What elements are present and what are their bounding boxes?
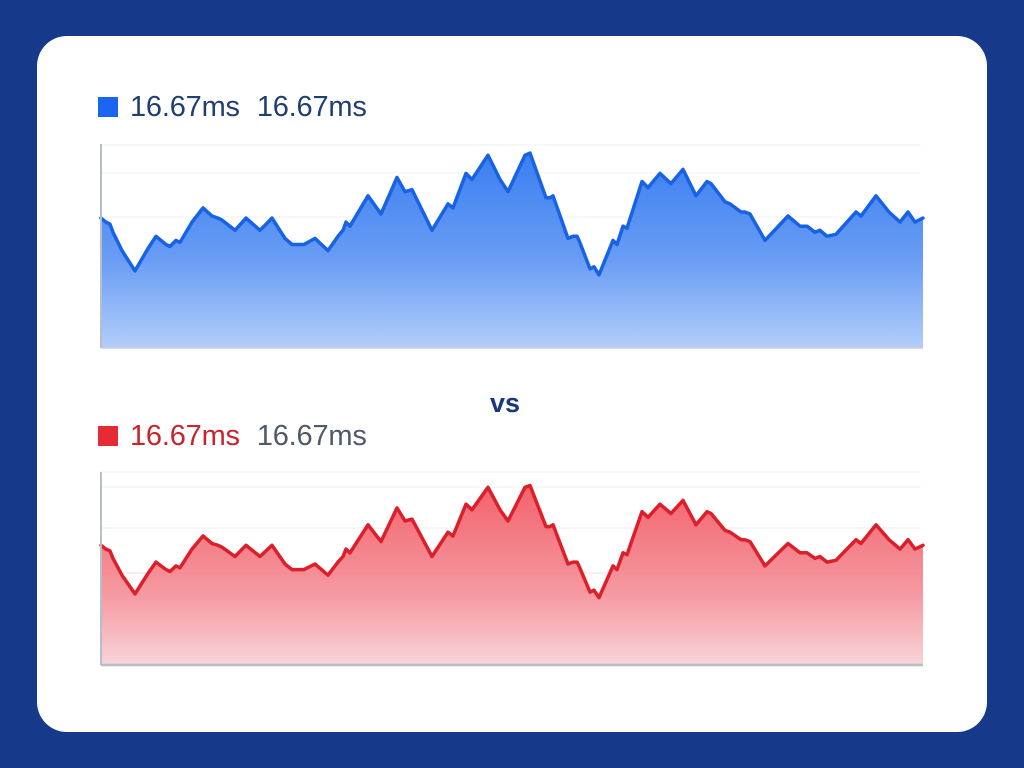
top-chart-area-fill xyxy=(101,153,923,348)
top-area-chart xyxy=(99,144,925,349)
legend-top: 16.67ms 16.67ms xyxy=(98,90,367,123)
legend-swatch-blue-icon xyxy=(98,97,118,117)
legend-bottom: 16.67ms 16.67ms xyxy=(98,419,367,452)
bottom-chart-line xyxy=(99,483,925,600)
top-chart-line xyxy=(99,151,925,277)
legend-top-secondary-value: 16.67ms xyxy=(256,90,367,123)
legend-bottom-secondary-value: 16.67ms xyxy=(256,419,367,452)
legend-bottom-primary-value: 16.67ms xyxy=(130,419,240,452)
versus-label: vs xyxy=(490,388,521,418)
bottom-chart-area-fill xyxy=(101,485,923,665)
legend-top-primary-value: 16.67ms xyxy=(130,90,240,123)
legend-swatch-red-icon xyxy=(98,426,118,446)
bottom-area-chart xyxy=(99,471,925,667)
